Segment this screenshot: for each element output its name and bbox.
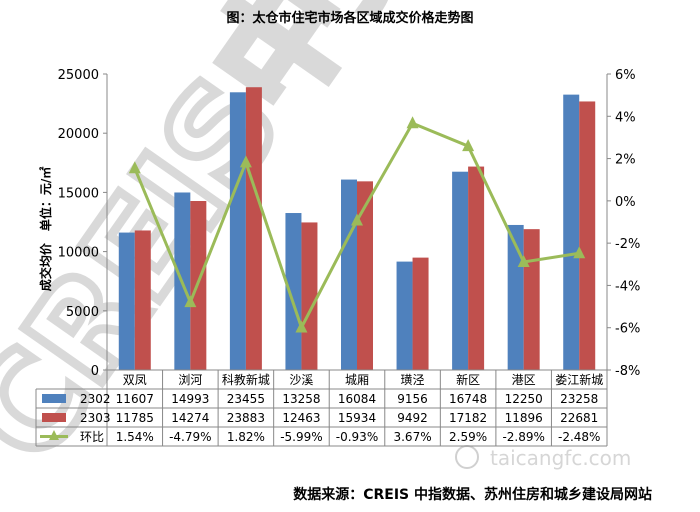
y2-tick-label: 2%: [615, 153, 636, 168]
data-label: 16748: [449, 392, 487, 406]
data-label: 9156: [397, 392, 428, 406]
line-series: [128, 116, 586, 333]
x-tick-label: 科教新城: [222, 372, 270, 387]
x-tick-label: 双凤: [123, 373, 147, 387]
x-tick-label: 璜泾: [401, 373, 425, 387]
bar: [396, 261, 413, 370]
bar: [523, 229, 540, 370]
data-label: 1.82%: [227, 430, 265, 444]
y-tick-label: 10000: [58, 246, 99, 261]
line-point: [517, 254, 530, 267]
site-logo-icon: [455, 445, 479, 469]
data-label: 12463: [282, 411, 320, 425]
y-axis-label: 成交均价 单位：元/㎡: [38, 167, 53, 291]
y-tick-label: 15000: [58, 186, 99, 201]
source-note: 数据来源：CREIS 中指数据、苏州住房和城乡建设局网站: [293, 486, 652, 503]
y-tick-label: 25000: [58, 68, 99, 83]
line-point: [184, 295, 197, 308]
chart-title: 图：太仓市住宅市场各区域成交价格走势图: [226, 10, 473, 26]
data-label: -2.89%: [502, 430, 544, 444]
x-tick-label: 娄江新城: [555, 372, 603, 387]
bar: [579, 101, 596, 370]
data-table: 双凤 浏河 科教新城 沙溪 城厢 璜泾 新区 港区 娄江新城 2302 11607 14993 2345…: [35, 369, 608, 447]
data-label: 2.59%: [449, 430, 487, 444]
legend-label: 2302: [80, 392, 111, 406]
y-tick-label: 20000: [58, 127, 99, 142]
legend-swatch-marker: [49, 430, 59, 440]
bar-series: [118, 87, 596, 371]
y2-tick-label: 4%: [615, 110, 636, 125]
line-point: [295, 320, 308, 333]
x-tick-label: 沙溪: [289, 373, 313, 387]
x-tick-label: 港区: [512, 373, 536, 387]
legend-label: 2303: [80, 411, 111, 425]
y2-tick-label: 6%: [615, 68, 636, 83]
line-point: [351, 213, 363, 226]
bar: [412, 257, 429, 370]
data-label: 14274: [171, 411, 209, 425]
line-point: [406, 116, 419, 129]
bar: [341, 179, 357, 370]
x-tick-label: 浏河: [178, 373, 202, 387]
data-label: 12250: [505, 392, 543, 406]
data-label: -4.79%: [169, 430, 211, 444]
site-watermark: taicangfc.com: [455, 445, 631, 470]
data-label: 13258: [282, 392, 320, 406]
data-label: 16084: [338, 392, 376, 406]
data-label: 23883: [227, 411, 265, 425]
bar: [468, 166, 485, 370]
y2-tick-label: -4%: [615, 279, 640, 294]
y-tick-label: 5000: [66, 305, 99, 320]
data-label: -0.93%: [336, 430, 378, 444]
bar: [563, 94, 580, 371]
bar: [245, 87, 262, 370]
data-label: 23455: [227, 392, 265, 406]
y2-tick-label: 0%: [615, 195, 636, 210]
legend-swatch: [42, 394, 66, 403]
bar: [118, 232, 135, 370]
data-label: 11896: [505, 411, 543, 425]
line-point: [239, 155, 252, 168]
bar: [134, 230, 151, 370]
data-label: 3.67%: [393, 430, 431, 444]
data-label: 11785: [116, 411, 154, 425]
data-label: 14993: [171, 392, 209, 406]
data-label: -2.48%: [558, 430, 600, 444]
bar: [301, 222, 318, 370]
line-point: [462, 139, 475, 152]
legend-swatch: [42, 413, 66, 422]
bar: [357, 181, 373, 370]
bar: [229, 92, 246, 371]
bar: [507, 224, 524, 370]
x-tick-label: 城厢: [345, 373, 369, 387]
line-point: [573, 246, 586, 259]
data-label: 22681: [560, 411, 598, 425]
data-label: 9492: [397, 411, 428, 425]
data-label: 1.54%: [116, 430, 154, 444]
data-label: 23258: [560, 392, 598, 406]
legend-label: 环比: [80, 430, 104, 444]
line-point: [128, 161, 141, 174]
y2-tick-label: -6%: [615, 322, 640, 337]
data-label: 15934: [338, 411, 376, 425]
data-label: 11607: [116, 392, 154, 406]
x-tick-label: 新区: [456, 372, 480, 387]
site-watermark-text: taicangfc.com: [490, 446, 631, 470]
data-label: -5.99%: [280, 430, 322, 444]
bar: [452, 171, 469, 370]
data-label: 17182: [449, 411, 487, 425]
y-tick-label: 0: [91, 364, 99, 379]
y2-tick-label: -2%: [615, 237, 640, 252]
y2-tick-label: -8%: [615, 364, 640, 379]
